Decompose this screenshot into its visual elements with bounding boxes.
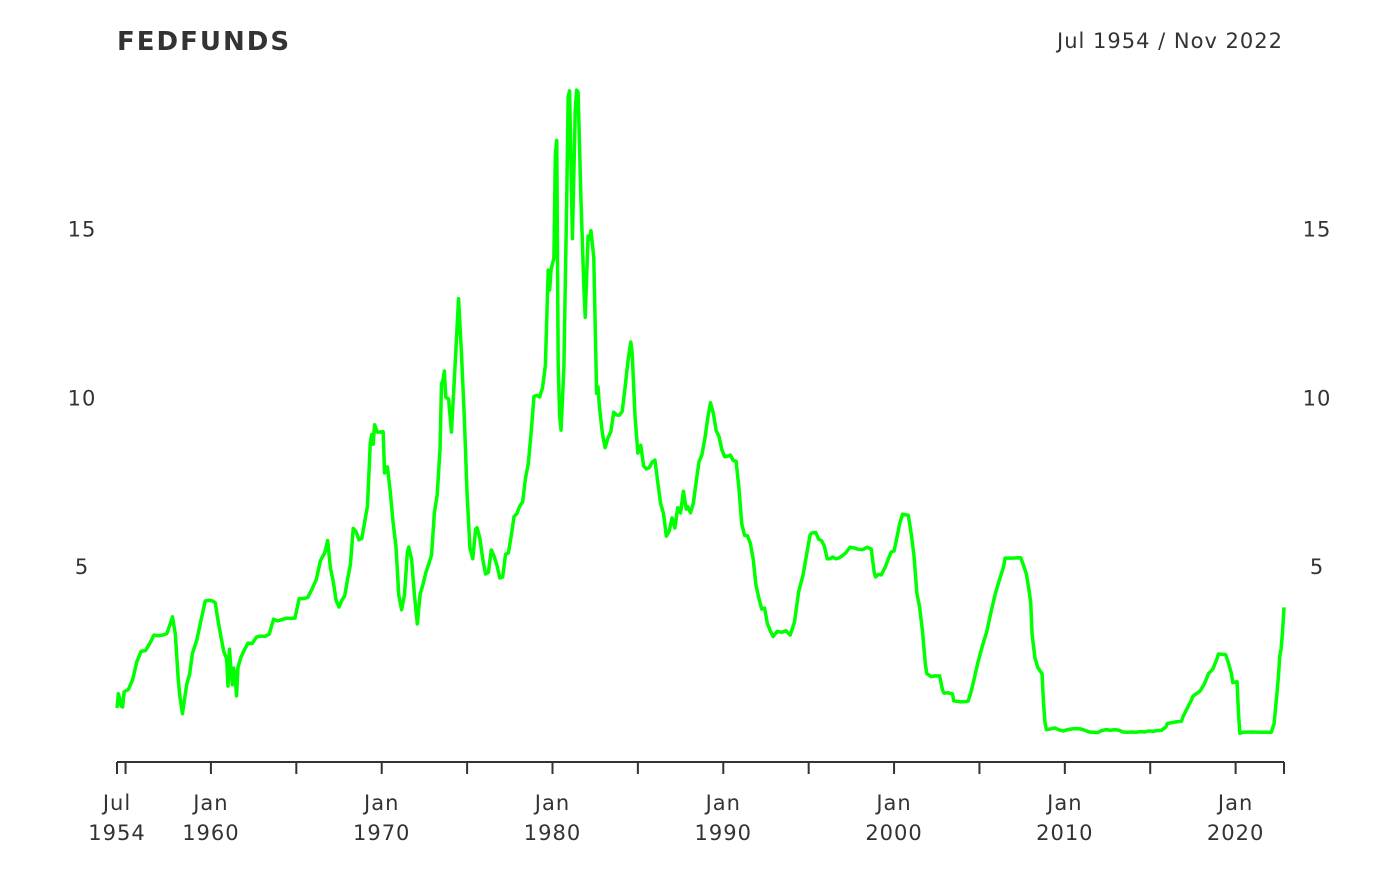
x-tick-label: Jan 1960	[182, 791, 239, 845]
x-tick-label: Jan 2000	[865, 791, 922, 845]
y2-tick-label: 15	[1303, 218, 1332, 242]
x-tick-label: Jan 2010	[1036, 791, 1093, 845]
x-tick-label: Jul 1954	[88, 791, 145, 845]
chart-subtitle: Jul 1954 / Nov 2022	[1055, 29, 1283, 53]
chart-title: FEDFUNDS	[117, 27, 291, 57]
x-tick-label: Jan 2020	[1207, 791, 1264, 845]
y-tick-label: 15	[68, 218, 97, 242]
y-tick-label: 5	[75, 555, 89, 579]
y-tick-label: 10	[68, 386, 97, 410]
x-tick-label: Jan 1990	[695, 791, 752, 845]
x-tick-label: Jan 1980	[524, 791, 581, 845]
y2-tick-label: 10	[1303, 386, 1332, 410]
x-tick-label: Jan 1970	[353, 791, 410, 845]
series-line	[115, 88, 1286, 736]
y2-tick-label: 5	[1310, 555, 1324, 579]
